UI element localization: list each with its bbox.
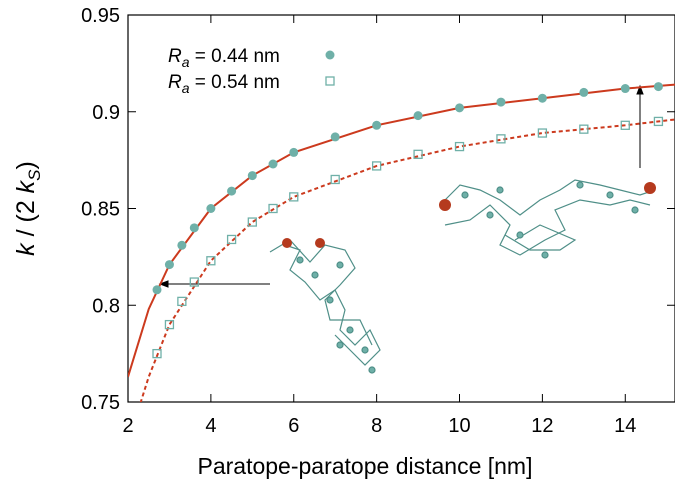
data-point [268,203,278,214]
data-point [454,141,465,152]
data-point [164,260,174,270]
arrows [158,84,644,288]
data-point [620,120,630,130]
legend-marker [325,76,335,86]
x-tick-label: 12 [531,415,553,437]
data-point [579,124,589,134]
data-point [206,204,216,213]
fit-curve [128,83,675,378]
data-point [579,87,589,97]
x-tick-label: 6 [288,415,299,437]
data-point [268,159,278,169]
data-point [496,97,506,107]
data-point [206,256,216,266]
data-point [653,116,664,127]
data-point [247,171,257,181]
data-point [330,174,340,185]
legend-label: Ra = 0.54 nm [168,72,280,96]
x-tick-label: 10 [448,415,470,437]
y-tick-label: 0.95 [81,5,120,27]
data-point [537,93,547,103]
data-point [496,134,506,144]
y-tick-label: 0.9 [92,102,120,124]
x-tick-label: 2 [122,415,133,437]
data-point [289,192,299,202]
legend-marker [325,50,335,60]
data-point [152,348,162,359]
y-tick-label: 0.85 [81,199,120,221]
x-tick-label: 8 [371,415,382,437]
data-point [227,186,237,196]
data-point [413,149,423,159]
fit-curves [128,82,675,402]
data-point [164,319,175,330]
data-point [226,234,237,245]
data-point [177,240,187,250]
data-point [371,161,382,171]
data-point [189,223,199,233]
y-tick-label: 0.75 [81,392,120,414]
data-point [372,120,382,130]
data-point [247,217,257,227]
fit-curve [139,118,675,402]
x-axis-label: Paratope-paratope distance [nm] [198,453,533,479]
data-point [653,82,663,92]
data-point [455,103,465,113]
data-point [177,296,187,307]
legend-label: Ra = 0.44 nm [168,46,280,70]
y-axis-label: k / (2 kS) [12,161,44,256]
data-point [152,285,162,295]
network-illustration [269,179,656,374]
data-point [289,147,299,157]
x-tick-label: 14 [614,415,636,437]
data-point [189,277,199,287]
data-point [620,84,630,94]
data-point [413,111,423,121]
data-point [537,128,548,138]
x-tick-label: 4 [205,415,216,437]
data-point [330,132,340,142]
y-tick-label: 0.8 [92,295,120,317]
